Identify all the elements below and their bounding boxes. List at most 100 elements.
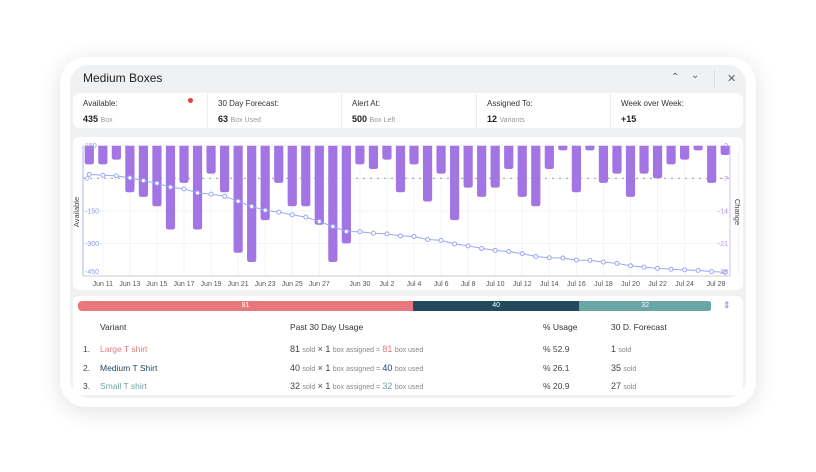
available-point <box>167 184 173 190</box>
x-tick-label: Jul 16 <box>567 281 586 288</box>
change-bar <box>639 145 649 174</box>
stat-label: Available: <box>83 99 118 108</box>
available-point <box>289 212 295 218</box>
used-label: box used <box>394 347 424 354</box>
available-point <box>479 245 485 251</box>
right-tick-label: -28 <box>718 269 728 276</box>
change-bar <box>598 145 609 183</box>
available-point <box>655 265 661 271</box>
available-point <box>709 269 715 275</box>
usage-percent: % 26.1 <box>543 362 570 373</box>
change-bar <box>368 145 379 169</box>
change-bar <box>490 145 500 188</box>
chevron-down-icon[interactable]: ⌄ <box>691 70 700 81</box>
forecast-count: 27 <box>611 381 622 391</box>
x-tick-label: Jun 27 <box>309 281 330 288</box>
x-tick-label: Jun 23 <box>255 281 276 288</box>
change-bar <box>612 145 622 174</box>
stat-unit: Variants <box>499 117 525 124</box>
change-bar <box>314 145 324 225</box>
assigned-label: box assigned = <box>332 365 381 373</box>
stat-value: 12 <box>487 114 498 124</box>
header-pct: % Usage <box>543 322 578 332</box>
header-forecast: 30 D. Forecast <box>611 322 667 332</box>
available-point <box>262 207 268 213</box>
divider <box>714 70 715 88</box>
available-point <box>438 237 444 243</box>
change-bar <box>179 145 189 183</box>
right-tick-label: -21 <box>718 241 728 248</box>
available-point <box>181 186 187 192</box>
left-axis-title: Available <box>72 197 81 227</box>
available-point <box>100 172 106 178</box>
x-tick-label: Jul 6 <box>434 281 449 288</box>
usage-segment[interactable]: 81 <box>78 301 414 311</box>
change-bar <box>652 145 663 179</box>
change-bar <box>152 145 162 207</box>
change-bar <box>531 145 541 207</box>
change-bar <box>720 145 730 156</box>
available-point <box>722 269 728 275</box>
left-tick-label: -300 <box>85 241 99 248</box>
change-bar <box>192 145 203 230</box>
available-point <box>357 229 363 235</box>
x-tick-label: Jul 22 <box>648 281 667 288</box>
change-bar <box>517 145 527 197</box>
available-point <box>506 248 512 254</box>
stat-label: Week over Week: <box>621 99 684 108</box>
available-point <box>303 214 309 220</box>
change-bar <box>274 145 284 183</box>
available-point <box>452 241 458 247</box>
usage-segment[interactable]: 32 <box>578 301 712 311</box>
available-point <box>573 257 579 263</box>
x-tick-label: Jun 13 <box>119 281 140 288</box>
available-point <box>628 263 633 269</box>
available-point <box>140 178 146 184</box>
x-tick-label: Jun 30 <box>349 281 370 288</box>
multiplier: × 1 <box>317 362 331 373</box>
change-bar <box>287 145 297 207</box>
change-bar <box>558 145 568 151</box>
available-point <box>276 209 282 215</box>
available-point <box>614 260 620 266</box>
stat-0: Available: 435 Box <box>73 93 207 128</box>
available-point <box>682 267 688 273</box>
right-tick-label: -7 <box>722 176 728 183</box>
chevron-up-icon[interactable]: ⌃ <box>671 72 680 83</box>
variant-name[interactable]: Large T shirt <box>100 344 148 354</box>
variant-name[interactable]: Small T shirt <box>100 381 147 391</box>
available-point <box>195 190 201 196</box>
variant-name[interactable]: Medium T Shirt <box>100 362 158 373</box>
available-point <box>222 193 228 199</box>
change-bar <box>138 145 149 197</box>
x-tick-label: Jun 11 <box>93 281 114 288</box>
stat-label: Alert At: <box>352 99 381 108</box>
multiplier: × 1 <box>317 344 331 354</box>
change-bar <box>84 145 94 165</box>
available-point <box>533 253 539 259</box>
change-bar <box>247 145 257 263</box>
header-variant: Variant <box>100 322 127 332</box>
change-bar <box>450 145 460 221</box>
right-tick-label: 0 <box>724 143 728 150</box>
close-icon[interactable]: ✕ <box>727 73 737 85</box>
available-point <box>384 231 390 237</box>
available-point <box>641 264 647 270</box>
sort-icon[interactable]: ⇕ <box>723 300 731 310</box>
usage-segment[interactable]: 40 <box>413 301 579 311</box>
x-tick-label: Jun 19 <box>201 281 222 288</box>
available-point <box>127 175 133 181</box>
available-point <box>86 171 92 177</box>
x-tick-label: Jul 8 <box>461 281 476 288</box>
change-bar <box>585 145 595 151</box>
change-bar <box>707 145 717 183</box>
used-label: box used <box>394 365 424 373</box>
available-point <box>235 198 241 204</box>
forecast-label: sold <box>623 365 637 373</box>
x-tick-label: Jul 18 <box>594 281 613 288</box>
available-point <box>370 230 376 236</box>
change-bar <box>355 145 365 165</box>
change-bar <box>382 145 392 160</box>
change-bar <box>206 145 216 174</box>
stat-unit: Box Used <box>230 117 261 124</box>
